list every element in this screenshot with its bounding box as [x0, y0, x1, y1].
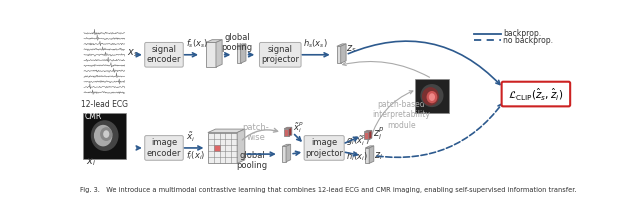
Bar [364, 132, 369, 140]
Text: $x_i$: $x_i$ [86, 157, 96, 168]
FancyBboxPatch shape [145, 42, 183, 67]
Polygon shape [369, 146, 374, 163]
Bar [83, 113, 126, 159]
Bar [284, 129, 289, 136]
Text: $f_s(x_s)$: $f_s(x_s)$ [186, 38, 209, 50]
FancyBboxPatch shape [145, 136, 183, 160]
Text: $z_s$: $z_s$ [346, 43, 357, 55]
Text: $h_i(x_i)$: $h_i(x_i)$ [346, 151, 367, 163]
Polygon shape [282, 144, 291, 146]
Ellipse shape [422, 87, 439, 106]
Ellipse shape [427, 91, 437, 103]
FancyBboxPatch shape [304, 136, 344, 160]
FancyBboxPatch shape [259, 42, 301, 67]
Bar [206, 42, 216, 67]
Ellipse shape [103, 130, 109, 138]
Text: patch-based
interpretability
module: patch-based interpretability module [372, 100, 430, 130]
Text: CMR: CMR [84, 112, 102, 121]
FancyBboxPatch shape [502, 82, 570, 106]
Polygon shape [241, 44, 246, 63]
Ellipse shape [420, 84, 444, 107]
Bar [337, 46, 340, 63]
Polygon shape [237, 44, 246, 46]
Polygon shape [216, 40, 222, 67]
Polygon shape [289, 127, 292, 136]
Polygon shape [369, 130, 372, 140]
Text: 12-lead ECG: 12-lead ECG [81, 100, 128, 109]
Text: no backprop.: no backprop. [503, 36, 553, 45]
Bar [237, 46, 241, 63]
Text: $\tilde{x}_i$: $\tilde{x}_i$ [186, 131, 195, 144]
Polygon shape [237, 129, 245, 163]
Bar [365, 148, 369, 163]
Bar [208, 132, 237, 163]
Text: $g_i(\tilde{x}_i^p)$: $g_i(\tilde{x}_i^p)$ [346, 133, 370, 148]
Text: image
projector: image projector [305, 138, 343, 158]
Ellipse shape [100, 127, 113, 141]
Polygon shape [286, 144, 291, 162]
Polygon shape [337, 44, 346, 46]
Text: signal
encoder: signal encoder [147, 45, 181, 64]
Polygon shape [208, 129, 245, 132]
Polygon shape [206, 40, 222, 42]
Ellipse shape [429, 93, 435, 101]
Polygon shape [340, 44, 346, 63]
Text: image
encoder: image encoder [147, 138, 181, 158]
Polygon shape [365, 146, 374, 148]
Text: $\mathcal{L}_{\mathrm{CLIP}}(\hat{z}_s, \hat{z}_i)$: $\mathcal{L}_{\mathrm{CLIP}}(\hat{z}_s, … [508, 86, 563, 102]
Text: backprop.: backprop. [503, 30, 541, 39]
Bar [415, 79, 449, 113]
Text: $z_i^p$: $z_i^p$ [372, 125, 384, 141]
Polygon shape [284, 127, 292, 129]
Text: signal
projector: signal projector [261, 45, 300, 64]
Bar [282, 146, 286, 162]
Text: $h_s(x_s)$: $h_s(x_s)$ [303, 38, 328, 50]
Ellipse shape [94, 125, 113, 146]
Ellipse shape [91, 120, 118, 151]
Text: $x_s$: $x_s$ [127, 47, 138, 59]
Bar [214, 145, 220, 151]
Text: patch-
wise: patch- wise [243, 123, 269, 142]
Text: global
pooling: global pooling [236, 150, 268, 170]
Text: $z_i$: $z_i$ [374, 150, 383, 162]
Polygon shape [364, 130, 372, 132]
Text: $f_i(x_i)$: $f_i(x_i)$ [186, 149, 205, 162]
Text: $\tilde{x}_i^p$: $\tilde{x}_i^p$ [292, 120, 303, 135]
Text: global
pooling: global pooling [221, 33, 253, 52]
Text: Fig. 3.   We introduce a multimodal contrastive learning that combines 12-lead E: Fig. 3. We introduce a multimodal contra… [80, 187, 576, 193]
